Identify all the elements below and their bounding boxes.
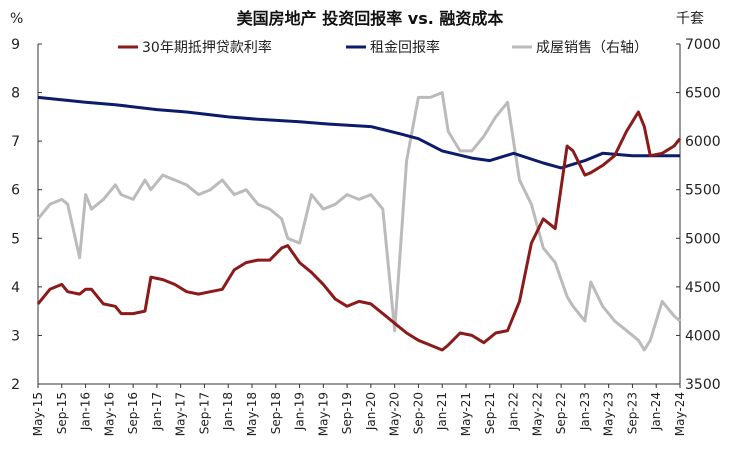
right-tick-label: 6500 [685, 86, 721, 102]
right-axis-unit: 千套 [676, 11, 704, 27]
left-tick-label: 8 [11, 86, 20, 102]
x-tick-label: Sep-21 [483, 392, 497, 434]
x-tick-label: May-19 [316, 392, 330, 436]
left-tick-label: 3 [11, 328, 20, 344]
x-tick-label: Sep-16 [126, 392, 140, 434]
x-tick-label: May-16 [102, 392, 116, 436]
x-tick-label: May-24 [673, 392, 687, 436]
x-tick-label: May-23 [602, 392, 616, 436]
series-line-2 [37, 95, 680, 170]
x-tick-label: Sep-19 [340, 392, 354, 434]
x-tick-label: Jan-22 [507, 392, 521, 431]
x-tick-label: Sep-17 [197, 392, 211, 434]
left-tick-label: 4 [11, 280, 20, 296]
x-tick-label: Jan-17 [150, 392, 164, 431]
x-tick-label: Jan-21 [435, 392, 449, 431]
right-tick-label: 5500 [685, 183, 721, 199]
left-tick-label: 2 [11, 377, 20, 393]
axes: 2 3 4 5 6 7 8 9 3500 4000 4500 5000 5500 6000 6500 7000… [11, 37, 721, 436]
left-tick-label: 5 [11, 231, 20, 247]
right-tick-label: 5000 [685, 231, 721, 247]
x-tick-label: May-20 [388, 392, 402, 436]
left-tick-label: 7 [11, 134, 20, 150]
chart-title: 美国房地产 投资回报率 vs. 融资成本 [237, 9, 504, 28]
legend-label: 30年期抵押贷款利率 [142, 39, 272, 56]
x-tick-label: May-22 [530, 392, 544, 436]
left-tick-label: 9 [11, 37, 20, 53]
right-tick-label: 6000 [685, 134, 721, 150]
x-tick-label: Jan-23 [578, 392, 592, 431]
right-tick-label: 4000 [685, 328, 721, 344]
x-tick-label: Jan-20 [364, 392, 378, 431]
x-tick-label: Jan-16 [79, 392, 93, 431]
right-tick-label: 4500 [685, 280, 721, 296]
left-tick-label: 6 [11, 183, 20, 199]
legend-label: 租金回报率 [370, 39, 440, 56]
x-tick-label: Jan-19 [293, 392, 307, 431]
right-tick-label: 7000 [685, 37, 721, 53]
series-line-3 [36, 91, 681, 352]
x-tick-label: May-21 [459, 392, 473, 436]
x-tick-label: Sep-20 [411, 392, 425, 434]
series-layer [36, 91, 682, 352]
right-tick-label: 3500 [685, 377, 721, 393]
x-tick-label: Jan-24 [649, 392, 663, 431]
x-tick-label: May-17 [174, 392, 188, 436]
left-axis-unit: % [10, 11, 23, 27]
x-tick-label: Sep-23 [625, 392, 639, 434]
x-tick-label: Sep-22 [554, 392, 568, 434]
legend-label: 成屋销售（右轴） [536, 40, 648, 56]
x-tick-label: Jan-18 [221, 392, 235, 431]
series-line-1 [36, 110, 682, 352]
x-tick-label: Sep-18 [269, 392, 283, 434]
legend: 30年期抵押贷款利率 租金回报率 成屋销售（右轴） [118, 39, 648, 56]
x-tick-label: May-15 [31, 392, 45, 436]
x-tick-label: Sep-15 [55, 392, 69, 434]
x-tick-label: May-18 [245, 392, 259, 436]
